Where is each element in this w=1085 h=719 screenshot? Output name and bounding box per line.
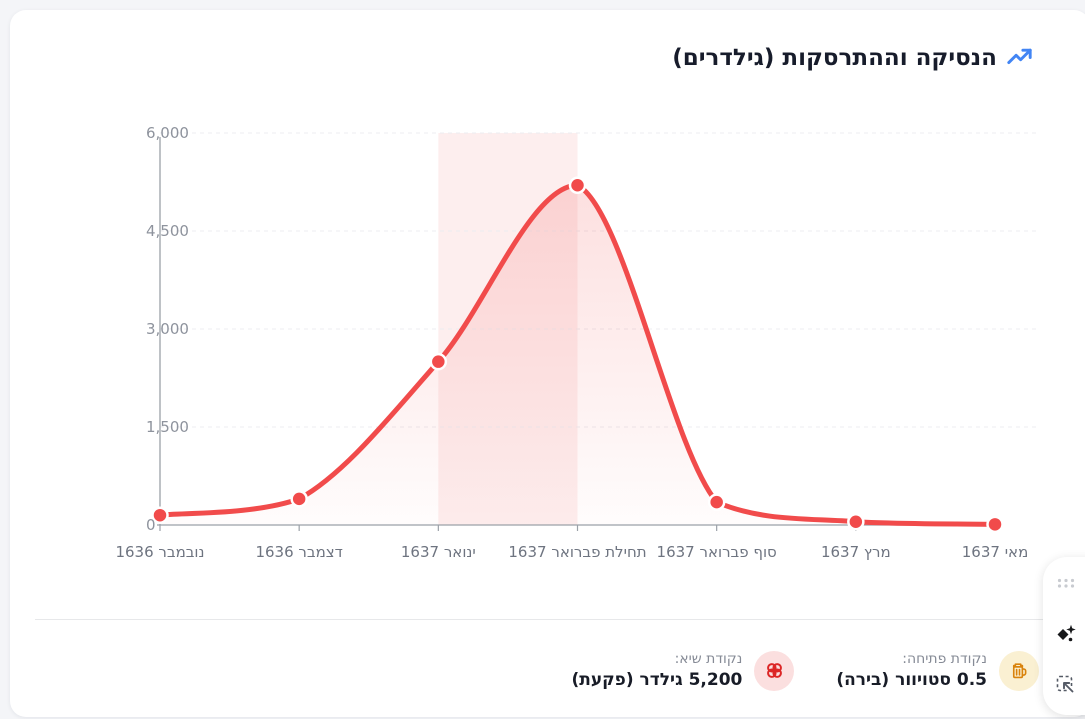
legend-peak-label: נקודת שיא: xyxy=(674,651,743,667)
page-title: הנסיקה וההתרסקות (גילדרים) xyxy=(672,44,997,71)
svg-text:תחילת פברואר 1637: תחילת פברואר 1637 xyxy=(508,543,646,561)
legend-peak-value: 5,200 גילדר (פקעת) xyxy=(571,670,743,690)
svg-text:6,000: 6,000 xyxy=(146,124,189,142)
svg-text:נובמבר 1636: נובמבר 1636 xyxy=(115,543,204,561)
svg-text:סוף פברואר 1637: סוף פברואר 1637 xyxy=(657,543,777,561)
chart-footer: נקודת פתיחה: 0.5 סטויוור (בירה) נקודת שי… xyxy=(571,650,1039,691)
select-area-icon[interactable] xyxy=(1054,673,1078,697)
svg-text:מאי 1637: מאי 1637 xyxy=(962,543,1029,561)
legend-peak-text: נקודת שיא: 5,200 גילדר (פקעת) xyxy=(571,650,742,691)
trending-up-icon xyxy=(1007,48,1032,65)
svg-text:מרץ 1637: מרץ 1637 xyxy=(821,543,891,561)
svg-text:0: 0 xyxy=(146,516,156,534)
legend-opening-label: נקודת פתיחה: xyxy=(902,651,987,667)
svg-text:3,000: 3,000 xyxy=(146,320,189,338)
svg-text:ינואר 1637: ינואר 1637 xyxy=(401,543,476,561)
chart-header: הנסיקה וההתרסקות (גילדרים) xyxy=(672,44,1033,71)
ai-sparkle-icon[interactable] xyxy=(1054,622,1078,646)
svg-text:1,500: 1,500 xyxy=(146,418,189,436)
legend-peak-point: נקודת שיא: 5,200 גילדר (פקעת) xyxy=(571,650,795,691)
extension-toolbar xyxy=(1043,557,1085,715)
svg-text:4,500: 4,500 xyxy=(146,222,189,240)
beer-mug-icon xyxy=(999,650,1039,691)
tulip-flower-icon xyxy=(754,650,795,691)
drag-handle-dots-icon[interactable] xyxy=(1054,571,1078,595)
legend-opening-text: נקודת פתיחה: 0.5 סטויוור (בירה) xyxy=(836,650,987,691)
legend-opening-point: נקודת פתיחה: 0.5 סטויוור (בירה) xyxy=(836,650,1039,691)
footer-divider xyxy=(35,619,1085,620)
legend-opening-value: 0.5 סטויוור (בירה) xyxy=(836,670,987,690)
svg-text:דצמבר 1636: דצמבר 1636 xyxy=(255,543,342,561)
